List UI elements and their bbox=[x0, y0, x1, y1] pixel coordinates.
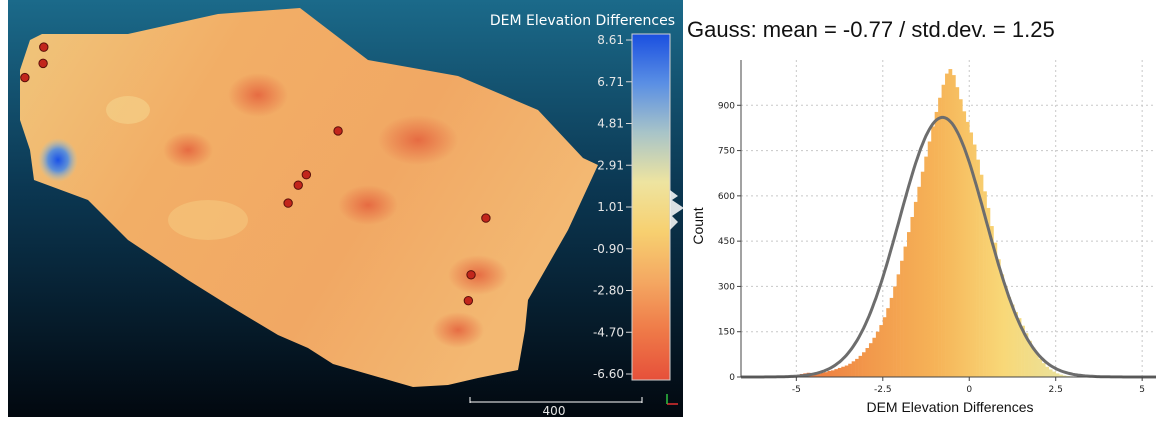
histogram-bar bbox=[872, 338, 876, 377]
histogram-bar bbox=[886, 308, 890, 377]
histogram-bar bbox=[869, 343, 873, 377]
histogram-bar bbox=[1056, 373, 1060, 377]
colorbar-label: -4.70 bbox=[593, 325, 624, 339]
blue-anomaly bbox=[38, 138, 78, 182]
histogram-bar bbox=[890, 298, 894, 377]
histogram-bar bbox=[824, 372, 828, 377]
histogram-bar bbox=[952, 75, 956, 377]
histogram-bar bbox=[997, 259, 1001, 377]
control-point-marker[interactable] bbox=[464, 296, 472, 304]
y-tick-label: 750 bbox=[718, 147, 735, 157]
histogram-bar bbox=[855, 359, 859, 377]
histogram-bar bbox=[917, 187, 921, 377]
color-scale-bar: 8.61 6.71 4.81 2.91 1.01 -0.90 -2.80 -4.70 -6.60 bbox=[593, 33, 683, 381]
colorbar-label: 6.71 bbox=[597, 75, 624, 89]
histogram-bar bbox=[921, 172, 925, 377]
colorbar-label: 1.01 bbox=[597, 200, 624, 214]
control-point-marker[interactable] bbox=[284, 199, 292, 207]
histogram-bar bbox=[897, 274, 901, 377]
histogram-bar bbox=[852, 361, 856, 377]
histogram-bar bbox=[848, 364, 852, 377]
histogram-panel: Gauss: mean = -0.77 / std.dev. = 1.25 -5… bbox=[683, 0, 1159, 417]
y-tick-labels: 0 150 300 450 600 750 900 bbox=[718, 101, 741, 383]
histogram-bar bbox=[924, 157, 928, 377]
x-tick-label: -2.5 bbox=[874, 385, 892, 395]
chart-title: Gauss: mean = -0.77 / std.dev. = 1.25 bbox=[687, 17, 1055, 42]
y-tick-label: 600 bbox=[718, 192, 735, 202]
colorbar-label: -0.90 bbox=[593, 242, 624, 256]
histogram-bar bbox=[883, 317, 887, 377]
histogram-bar bbox=[831, 370, 835, 377]
dem-3d-viewport[interactable]: 8.61 6.71 4.81 2.91 1.01 -0.90 -2.80 -4.70 -6.60… bbox=[8, 0, 683, 417]
histogram-bar bbox=[900, 261, 904, 377]
histogram-bar bbox=[1052, 372, 1056, 377]
colorbar-label: -6.60 bbox=[593, 367, 624, 381]
x-axis-label: DEM Elevation Differences bbox=[866, 399, 1033, 415]
x-tick-label: 5 bbox=[1139, 385, 1145, 395]
histogram-bar bbox=[893, 286, 897, 377]
histogram-bar bbox=[841, 367, 845, 377]
histogram-bar bbox=[1000, 274, 1004, 377]
histogram-bar bbox=[1045, 367, 1049, 377]
scale-bar-label: 400 bbox=[543, 404, 566, 417]
colorbar-label: -2.80 bbox=[593, 284, 624, 298]
x-tick-label: 2.5 bbox=[1049, 385, 1063, 395]
histogram-bar bbox=[862, 352, 866, 377]
control-point-marker[interactable] bbox=[294, 181, 302, 189]
histogram-bar bbox=[1049, 369, 1053, 377]
colorbar-label: 8.61 bbox=[597, 33, 624, 47]
control-point-marker[interactable] bbox=[39, 59, 47, 67]
histogram-bar bbox=[1007, 297, 1011, 377]
histogram-bar bbox=[928, 142, 932, 377]
histogram-bar bbox=[838, 368, 842, 377]
colorbar-label: 2.91 bbox=[597, 158, 624, 172]
histogram-bar bbox=[904, 247, 908, 377]
histogram-bar bbox=[1004, 286, 1008, 377]
histogram-bars bbox=[783, 69, 1081, 377]
histogram-bar bbox=[1035, 353, 1039, 377]
control-point-marker[interactable] bbox=[40, 43, 48, 51]
histogram-bar bbox=[834, 369, 838, 377]
histogram-bar bbox=[866, 348, 870, 377]
x-tick-label: -5 bbox=[792, 385, 801, 395]
histogram-bar bbox=[914, 202, 918, 377]
histogram-bar bbox=[949, 69, 953, 377]
histogram-bar bbox=[935, 112, 939, 377]
control-point-marker[interactable] bbox=[334, 127, 342, 135]
colorbar-label: 4.81 bbox=[597, 117, 624, 131]
x-tick-labels: -5 -2.5 0 2.5 5 bbox=[792, 377, 1145, 395]
histogram-bar bbox=[910, 217, 914, 377]
y-tick-label: 300 bbox=[718, 282, 735, 292]
histogram-bar bbox=[845, 366, 849, 377]
histogram-bar bbox=[859, 356, 863, 377]
histogram-bar bbox=[827, 371, 831, 377]
control-point-marker[interactable] bbox=[467, 271, 475, 279]
histogram-bar bbox=[931, 126, 935, 377]
y-axis-label: Count bbox=[690, 207, 706, 244]
histogram-bar bbox=[876, 332, 880, 377]
histogram-bar bbox=[907, 232, 911, 377]
x-tick-label: 0 bbox=[966, 385, 972, 395]
y-tick-label: 150 bbox=[718, 328, 735, 338]
histogram-bar bbox=[938, 98, 942, 377]
histogram-bar bbox=[1011, 305, 1015, 377]
color-scale-title: DEM Elevation Differences bbox=[490, 13, 675, 29]
control-point-marker[interactable] bbox=[482, 214, 490, 222]
y-tick-label: 900 bbox=[718, 101, 735, 111]
histogram-bar bbox=[1038, 359, 1042, 377]
histogram-bar bbox=[942, 85, 946, 377]
y-tick-label: 450 bbox=[718, 237, 735, 247]
histogram-bar bbox=[1042, 363, 1046, 377]
histogram-bar bbox=[879, 325, 883, 377]
control-point-marker[interactable] bbox=[302, 171, 310, 179]
control-point-marker[interactable] bbox=[21, 73, 29, 81]
y-tick-label: 0 bbox=[729, 373, 735, 383]
